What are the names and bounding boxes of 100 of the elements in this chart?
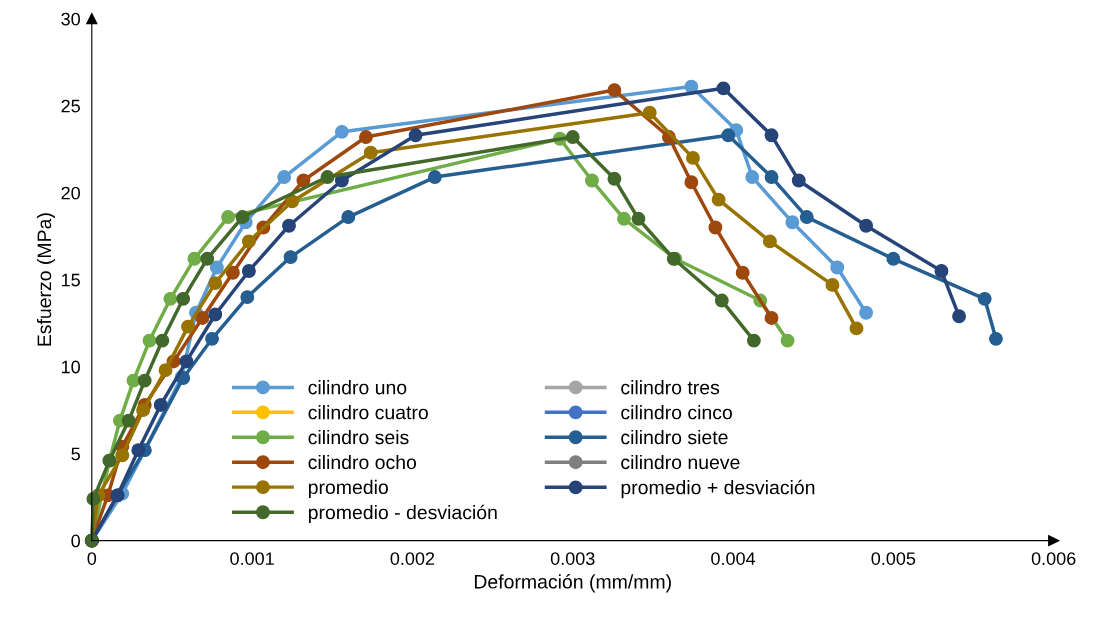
point	[762, 234, 777, 249]
point	[208, 307, 223, 322]
legend-label: cilindro ocho	[308, 454, 417, 470]
point	[859, 218, 874, 233]
y-tick-label: 10	[62, 360, 80, 374]
x-tick-label: 0.005	[871, 552, 916, 565]
point	[746, 333, 761, 348]
x-tick-label: 0.002	[390, 552, 435, 565]
point	[721, 128, 736, 143]
point	[408, 128, 423, 143]
point	[711, 192, 726, 207]
x-tick-label: 0	[87, 552, 97, 565]
point	[187, 251, 202, 266]
point	[137, 373, 152, 388]
point	[764, 311, 779, 325]
point	[607, 83, 622, 98]
legend-label: cilindro nueve	[621, 454, 740, 470]
point	[163, 291, 178, 306]
point	[240, 290, 255, 305]
point	[565, 130, 580, 144]
point	[179, 354, 194, 369]
legend-label: promedio - desviación	[308, 504, 497, 524]
point	[282, 218, 296, 233]
point	[988, 331, 1003, 346]
legend-label: cilindro cinco	[621, 405, 732, 420]
point	[825, 277, 840, 292]
point	[785, 215, 800, 230]
point	[153, 397, 168, 412]
point	[358, 130, 373, 144]
legend-label: cilindro seis	[308, 429, 409, 445]
point	[849, 321, 864, 336]
legend-label: promedio	[308, 479, 388, 498]
point	[745, 170, 760, 184]
x-tick-label: 0.004	[711, 552, 756, 565]
point	[859, 305, 874, 320]
legend-label: promedio + desviación	[621, 479, 815, 499]
x-axis-title: Deformación (mm/mm)	[474, 574, 671, 593]
point	[764, 170, 779, 184]
x-tick-label: 0.001	[230, 552, 274, 565]
point	[714, 293, 729, 308]
point	[176, 291, 191, 306]
point	[283, 250, 298, 265]
point	[799, 210, 814, 225]
point	[631, 211, 646, 226]
point	[241, 264, 256, 278]
point	[716, 81, 731, 96]
point	[977, 291, 992, 306]
point	[952, 309, 967, 324]
point	[735, 265, 750, 280]
y-tick-label: 5	[71, 447, 80, 461]
point	[208, 276, 223, 291]
point	[607, 171, 622, 186]
point	[427, 170, 442, 184]
point	[684, 175, 699, 190]
point	[363, 145, 378, 160]
legend-label: cilindro uno	[308, 380, 407, 395]
point	[334, 124, 349, 139]
point	[115, 448, 130, 463]
point	[136, 403, 151, 418]
point	[142, 333, 157, 348]
point	[285, 194, 300, 209]
point	[296, 173, 311, 188]
point	[934, 264, 949, 278]
point	[241, 234, 256, 249]
point	[686, 150, 700, 165]
y-tick-label: 20	[61, 186, 80, 200]
point	[277, 170, 292, 184]
x-tick-label: 0.003	[550, 552, 595, 565]
x-tick-label: 0.006	[1031, 552, 1076, 565]
y-axis-title: Esfuerzo (MPa)	[36, 213, 56, 346]
point	[642, 105, 657, 120]
y-tick-label: 30	[61, 12, 80, 26]
legend-label: cilindro tres	[621, 380, 720, 395]
point	[209, 260, 224, 275]
y-tick-label: 15	[62, 273, 80, 287]
point	[155, 333, 170, 348]
point	[235, 210, 250, 225]
point	[830, 260, 845, 275]
point	[585, 173, 599, 188]
y-tick-label: 25	[61, 99, 80, 113]
point	[121, 413, 136, 428]
y-tick-label: 0	[71, 534, 80, 548]
point	[195, 311, 210, 325]
point	[200, 251, 215, 266]
point	[617, 211, 631, 226]
point	[780, 333, 795, 348]
point	[221, 210, 236, 225]
point	[205, 331, 219, 346]
point	[708, 220, 723, 235]
point	[320, 170, 335, 184]
point	[181, 319, 195, 334]
legend-label: cilindro cuatro	[308, 405, 428, 420]
point	[791, 173, 806, 188]
point	[886, 251, 901, 266]
legend-label: cilindro siete	[621, 429, 728, 445]
point	[158, 363, 173, 378]
point	[225, 265, 240, 280]
point	[131, 443, 146, 458]
point	[341, 210, 356, 225]
point	[764, 128, 779, 143]
